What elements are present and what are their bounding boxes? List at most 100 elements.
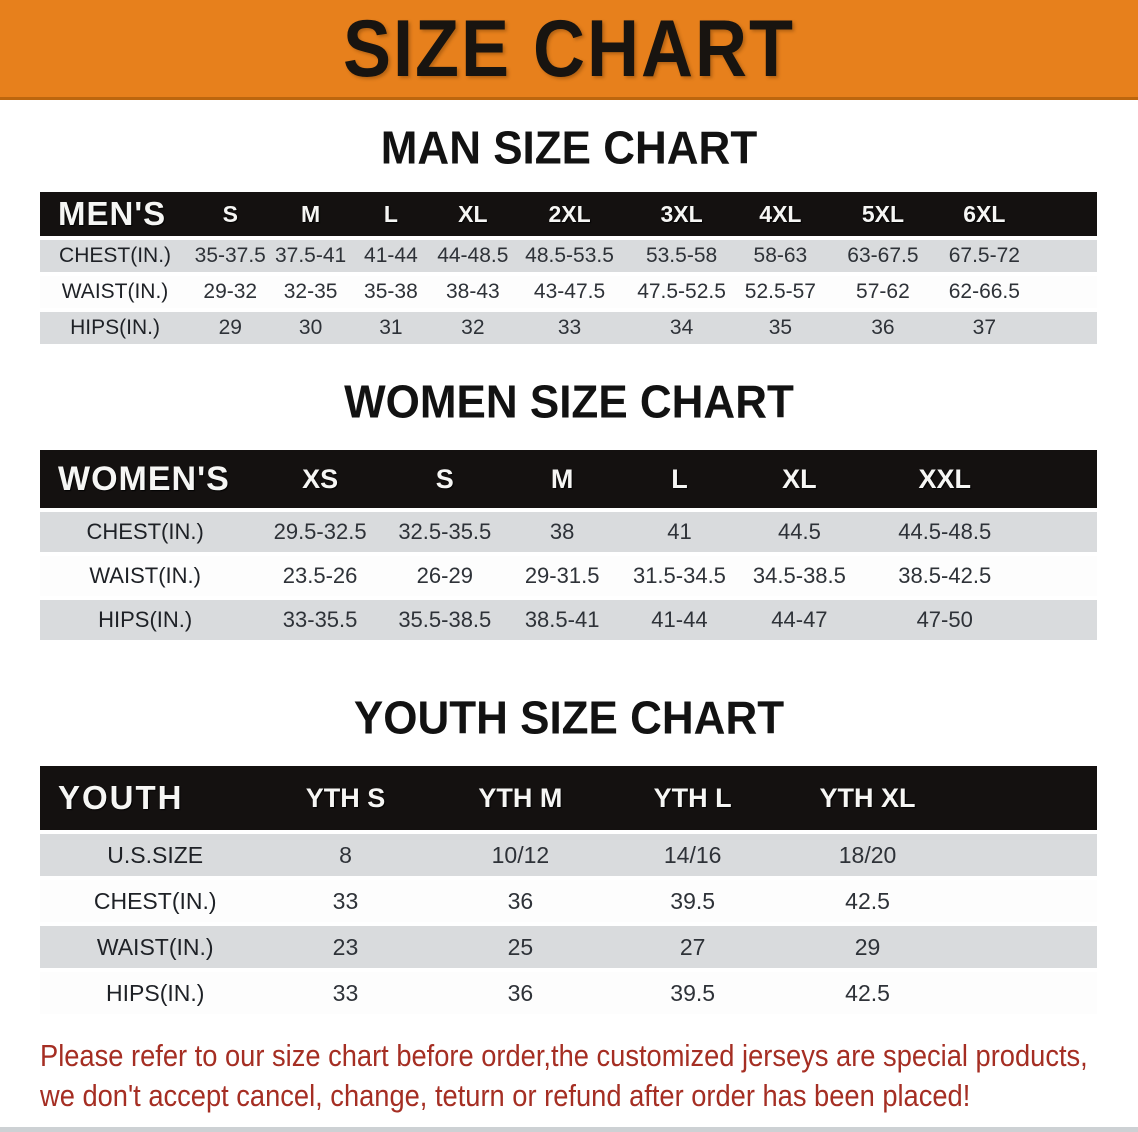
size-cell: 35.5-38.5 <box>389 600 500 640</box>
size-cell: 33 <box>514 312 625 344</box>
size-cell: 32.5-35.5 <box>389 512 500 552</box>
size-cell: 62-66.5 <box>943 276 1097 308</box>
table-row: HIPS(IN.) 33-35.5 35.5-38.5 38.5-41 41-4… <box>40 600 1097 640</box>
size-cell: 29-31.5 <box>499 556 625 596</box>
footer-line-1: Please refer to our size chart before or… <box>40 1038 1088 1073</box>
size-cell: 30 <box>270 312 351 344</box>
size-cell: 8 <box>270 834 421 876</box>
size-cell: 67.5-72 <box>943 240 1097 272</box>
size-cell: 38.5-41 <box>499 600 625 640</box>
size-cell: 23 <box>270 926 421 968</box>
row-label: WAIST(IN.) <box>40 276 191 308</box>
column-header: 2XL <box>514 192 625 236</box>
men-section-heading: MAN SIZE CHART <box>380 122 758 175</box>
mens-table-title: MEN'S <box>40 192 191 236</box>
size-cell: 44.5-48.5 <box>864 512 1097 552</box>
size-cell: 31.5-34.5 <box>624 556 735 596</box>
size-cell: 32-35 <box>270 276 351 308</box>
column-header: 5XL <box>822 192 944 236</box>
size-cell: 29 <box>190 312 271 344</box>
size-cell: 39.5 <box>620 972 766 1014</box>
row-label: HIPS(IN.) <box>40 312 191 344</box>
row-label: WAIST(IN.) <box>40 926 271 968</box>
column-header: YTH M <box>420 766 621 830</box>
size-cell: 44-47 <box>734 600 865 640</box>
size-cell: 36 <box>420 972 621 1014</box>
table-header-row: MEN'S S M L XL 2XL 3XL 4XL 5XL 6XL <box>40 192 1097 236</box>
row-label: CHEST(IN.) <box>40 512 251 552</box>
column-header: YTH XL <box>765 766 1097 830</box>
womens-table-title: WOMEN'S <box>40 450 251 508</box>
size-cell: 29-32 <box>190 276 271 308</box>
size-cell: 38-43 <box>431 276 515 308</box>
footer-line-2: we don't accept cancel, change, teturn o… <box>40 1078 971 1113</box>
row-label: CHEST(IN.) <box>40 240 191 272</box>
size-cell: 31 <box>350 312 432 344</box>
column-header: YTH S <box>270 766 421 830</box>
banner-title: SIZE CHART <box>343 3 795 94</box>
table-row: CHEST(IN.) 29.5-32.5 32.5-35.5 38 41 44.… <box>40 512 1097 552</box>
size-cell: 33 <box>270 972 421 1014</box>
column-header: L <box>624 450 735 508</box>
column-header: XL <box>734 450 865 508</box>
size-cell: 42.5 <box>765 972 1097 1014</box>
table-row: HIPS(IN.) 33 36 39.5 42.5 <box>40 972 1097 1014</box>
size-cell: 53.5-58 <box>624 240 739 272</box>
size-cell: 47-50 <box>864 600 1097 640</box>
size-cell: 63-67.5 <box>822 240 944 272</box>
size-cell: 57-62 <box>822 276 944 308</box>
youth-table-title: YOUTH <box>40 766 271 830</box>
size-cell: 27 <box>620 926 766 968</box>
column-header: 4XL <box>738 192 823 236</box>
size-cell: 39.5 <box>620 880 766 922</box>
size-cell: 25 <box>420 926 621 968</box>
womens-size-table: WOMEN'S XS S M L XL XXL CHEST(IN.) 29.5-… <box>40 446 1097 644</box>
column-header: 6XL <box>943 192 1097 236</box>
size-cell: 42.5 <box>765 880 1097 922</box>
youth-section-heading: YOUTH SIZE CHART <box>353 692 785 745</box>
bottom-edge-strip <box>0 1127 1138 1132</box>
row-label: CHEST(IN.) <box>40 880 271 922</box>
size-cell: 43-47.5 <box>514 276 625 308</box>
youth-size-table: YOUTH YTH S YTH M YTH L YTH XL U.S.SIZE … <box>40 762 1097 1018</box>
column-header: XL <box>431 192 515 236</box>
size-cell: 37.5-41 <box>270 240 351 272</box>
column-header: L <box>350 192 432 236</box>
column-header: M <box>499 450 625 508</box>
row-label: HIPS(IN.) <box>40 600 251 640</box>
column-header: 3XL <box>624 192 739 236</box>
table-header-row: YOUTH YTH S YTH M YTH L YTH XL <box>40 766 1097 830</box>
table-row: U.S.SIZE 8 10/12 14/16 18/20 <box>40 834 1097 876</box>
column-header: XS <box>250 450 390 508</box>
table-row: WAIST(IN.) 23 25 27 29 <box>40 926 1097 968</box>
column-header: S <box>190 192 271 236</box>
size-cell: 37 <box>943 312 1097 344</box>
row-label: HIPS(IN.) <box>40 972 271 1014</box>
size-cell: 26-29 <box>389 556 500 596</box>
size-cell: 41-44 <box>624 600 735 640</box>
size-cell: 36 <box>420 880 621 922</box>
size-cell: 44-48.5 <box>431 240 515 272</box>
size-cell: 33 <box>270 880 421 922</box>
size-cell: 41 <box>624 512 735 552</box>
row-label: U.S.SIZE <box>40 834 271 876</box>
mens-size-table: MEN'S S M L XL 2XL 3XL 4XL 5XL 6XL CHEST… <box>40 188 1097 348</box>
footer-note: Please refer to our size chart before or… <box>40 1036 1138 1116</box>
size-cell: 10/12 <box>420 834 621 876</box>
row-label: WAIST(IN.) <box>40 556 251 596</box>
size-cell: 34 <box>624 312 739 344</box>
size-cell: 33-35.5 <box>250 600 390 640</box>
size-cell: 14/16 <box>620 834 766 876</box>
size-cell: 36 <box>822 312 944 344</box>
column-header: YTH L <box>620 766 766 830</box>
table-row: CHEST(IN.) 33 36 39.5 42.5 <box>40 880 1097 922</box>
size-cell: 32 <box>431 312 515 344</box>
size-cell: 38.5-42.5 <box>864 556 1097 596</box>
column-header: S <box>389 450 500 508</box>
table-row: WAIST(IN.) 23.5-26 26-29 29-31.5 31.5-34… <box>40 556 1097 596</box>
size-cell: 35 <box>738 312 823 344</box>
size-cell: 29.5-32.5 <box>250 512 390 552</box>
size-cell: 18/20 <box>765 834 1097 876</box>
table-header-row: WOMEN'S XS S M L XL XXL <box>40 450 1097 508</box>
size-cell: 38 <box>499 512 625 552</box>
